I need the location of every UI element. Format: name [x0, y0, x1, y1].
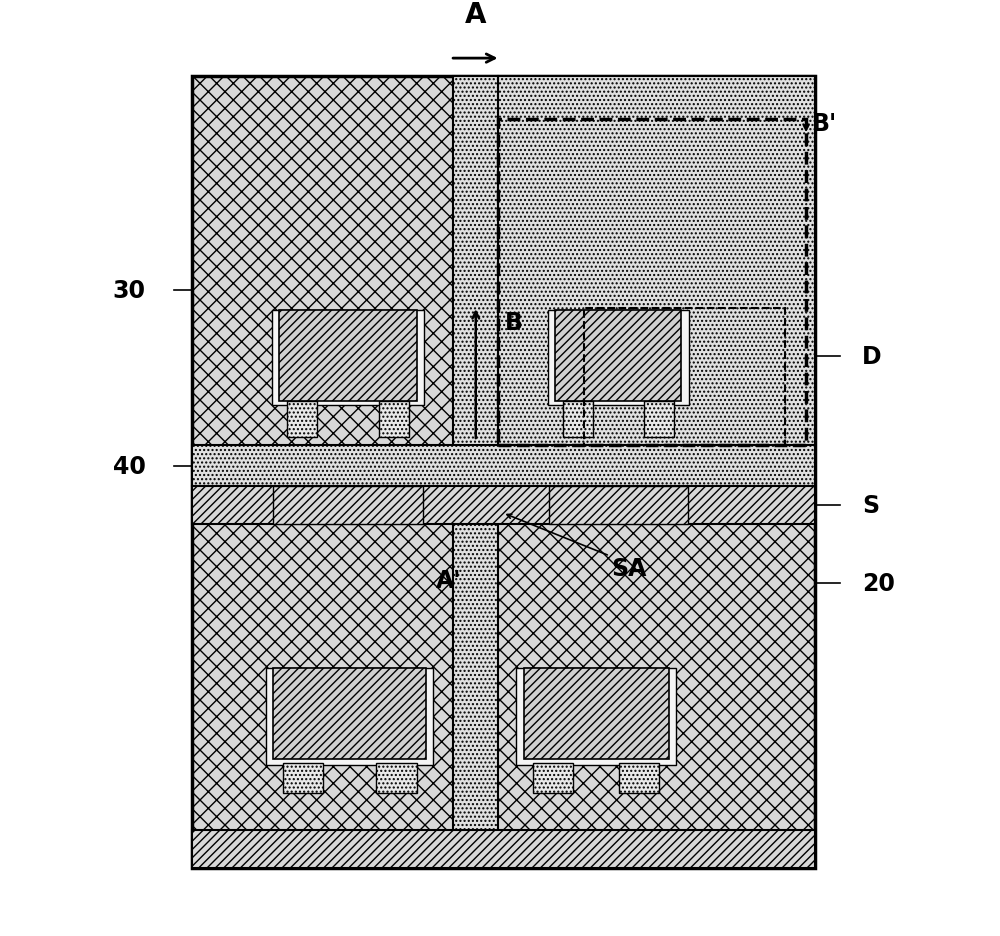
Bar — [192, 77, 815, 869]
Bar — [563, 402, 593, 437]
Bar — [379, 402, 409, 437]
Bar — [549, 487, 688, 525]
Text: A': A' — [436, 568, 462, 592]
Bar — [376, 763, 417, 793]
Bar — [548, 311, 689, 406]
Bar — [283, 763, 323, 793]
Bar — [273, 668, 426, 759]
Text: S: S — [862, 493, 879, 518]
Text: SA: SA — [611, 556, 646, 580]
Bar — [533, 763, 573, 793]
Bar — [584, 309, 785, 446]
Text: A: A — [465, 1, 487, 29]
Bar — [287, 402, 317, 437]
Text: B': B' — [812, 112, 838, 136]
Bar — [272, 311, 424, 406]
Bar — [279, 311, 417, 402]
Bar — [273, 487, 423, 525]
Text: B: B — [505, 311, 523, 335]
Bar — [498, 77, 815, 446]
Text: 30: 30 — [112, 278, 145, 302]
Bar — [192, 446, 815, 487]
Text: D: D — [862, 344, 882, 369]
Bar — [266, 668, 433, 766]
Bar — [555, 311, 681, 402]
Bar — [644, 402, 674, 437]
Bar — [524, 668, 669, 759]
Text: 20: 20 — [862, 571, 895, 595]
Bar — [192, 487, 815, 525]
Text: 40: 40 — [113, 454, 145, 478]
Bar — [192, 830, 815, 869]
Bar — [619, 763, 659, 793]
Bar — [453, 77, 498, 869]
Bar — [498, 120, 806, 446]
Bar — [516, 668, 676, 766]
